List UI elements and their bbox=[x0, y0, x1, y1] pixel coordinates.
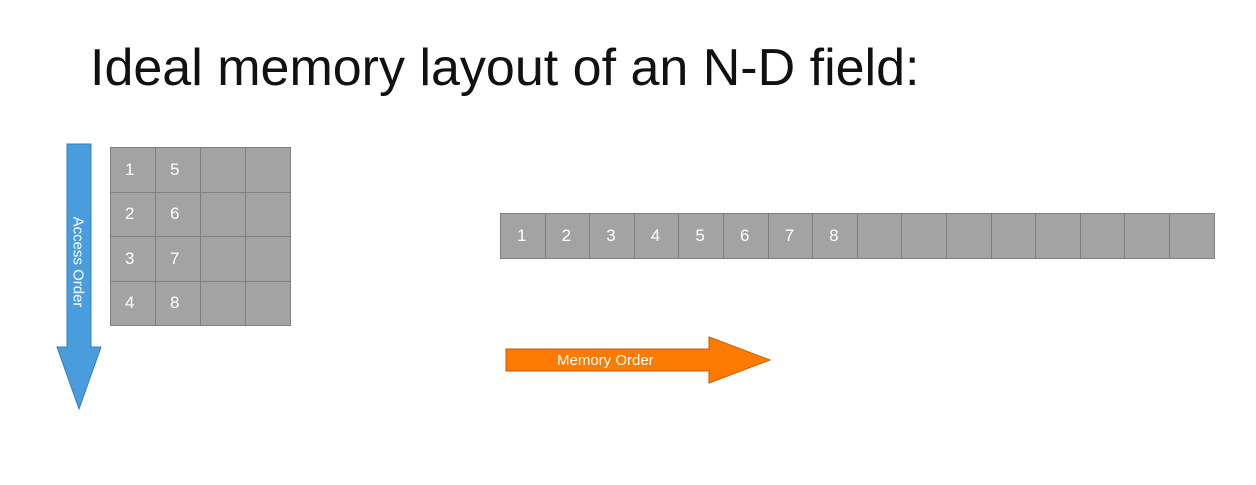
grid-cell: 6 bbox=[156, 192, 201, 237]
memory-cell bbox=[1036, 214, 1081, 259]
memory-order-arrow bbox=[505, 336, 772, 384]
memory-cell: 5 bbox=[679, 214, 724, 259]
grid-2d: 1 5 2 6 3 7 4 8 bbox=[110, 147, 291, 326]
grid-cell: 4 bbox=[111, 281, 156, 326]
memory-cell bbox=[1080, 214, 1126, 259]
slide-title: Ideal memory layout of an N-D field: bbox=[90, 39, 920, 97]
memory-cell bbox=[857, 214, 903, 259]
memory-cell bbox=[1169, 214, 1215, 259]
grid-cell: 3 bbox=[111, 237, 156, 282]
grid-cell bbox=[201, 192, 246, 237]
memory-cell: 1 bbox=[501, 214, 546, 259]
grid-cell: 2 bbox=[111, 192, 156, 237]
grid-cell: 5 bbox=[156, 148, 201, 193]
memory-cell bbox=[1125, 214, 1170, 259]
memory-order-arrow-shape bbox=[505, 336, 772, 384]
memory-cell: 8 bbox=[813, 214, 858, 259]
memory-cell bbox=[946, 214, 992, 259]
memory-cell: 4 bbox=[634, 214, 680, 259]
grid-cell bbox=[201, 281, 246, 326]
grid-cell bbox=[201, 148, 246, 193]
grid-cell bbox=[246, 148, 291, 193]
grid-cell bbox=[246, 237, 291, 282]
memory-cell bbox=[902, 214, 947, 259]
grid-cell bbox=[246, 281, 291, 326]
memory-cell: 6 bbox=[723, 214, 769, 259]
memory-cell: 2 bbox=[545, 214, 591, 259]
memory-cell bbox=[991, 214, 1037, 259]
memory-row: 1 2 3 4 5 6 7 8 bbox=[500, 213, 1215, 259]
access-order-label: Access Order bbox=[69, 216, 87, 308]
memory-order-label: Memory Order bbox=[557, 352, 654, 369]
grid-cell bbox=[201, 237, 246, 282]
grid-cell: 8 bbox=[156, 281, 201, 326]
grid-cell bbox=[246, 192, 291, 237]
memory-cell: 3 bbox=[590, 214, 635, 259]
access-order-arrow-shape bbox=[56, 143, 102, 411]
grid-cell: 7 bbox=[156, 237, 201, 282]
grid-cell: 1 bbox=[111, 148, 156, 193]
memory-cell: 7 bbox=[768, 214, 814, 259]
access-order-arrow bbox=[56, 143, 102, 411]
